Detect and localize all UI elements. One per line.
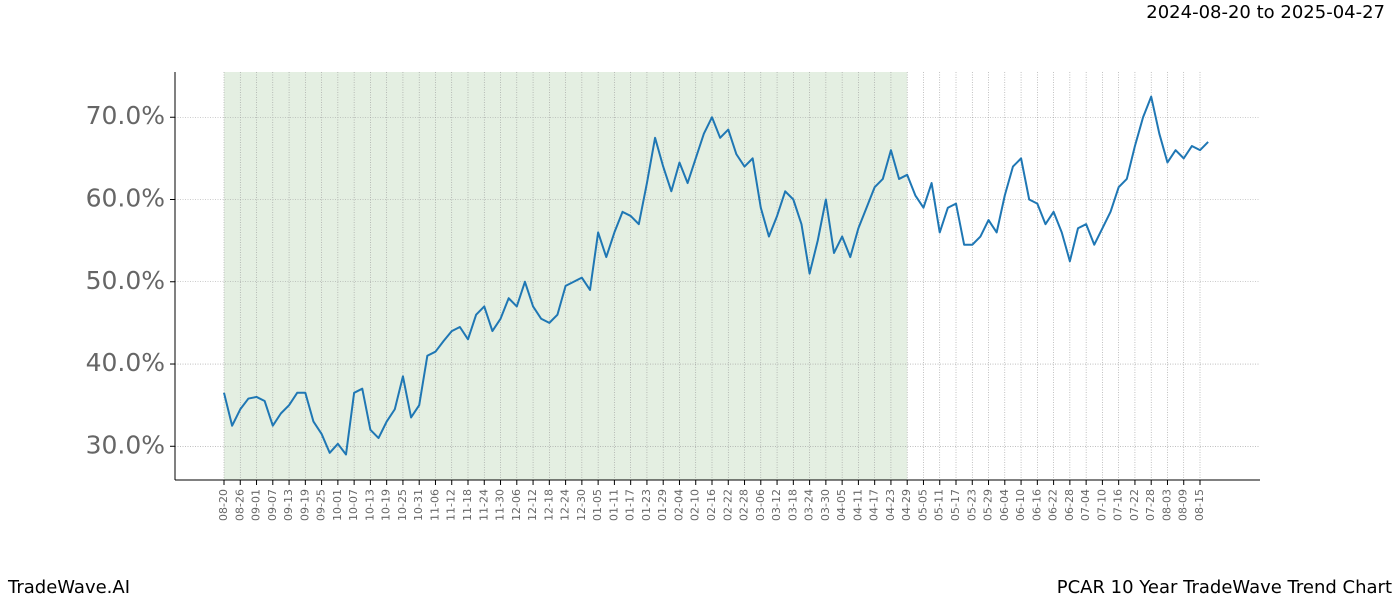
x-tick-label: 05-23 (965, 489, 978, 521)
x-tick-label: 08-09 (1177, 489, 1190, 521)
x-tick-label: 11-06 (428, 489, 441, 521)
x-tick-label: 05-11 (933, 489, 946, 521)
x-tick-label: 01-23 (640, 489, 653, 521)
x-tick-label: 01-05 (591, 489, 604, 521)
x-tick-label: 09-07 (266, 489, 279, 521)
trend-line (223, 95, 1209, 456)
x-tick-label: 07-28 (1144, 489, 1157, 521)
x-tick-label: 07-10 (1095, 489, 1108, 521)
x-tick-label: 02-16 (705, 489, 718, 521)
x-tick-label: 11-12 (445, 489, 458, 521)
x-tick-label: 08-20 (217, 489, 230, 521)
shaded-region (224, 72, 908, 480)
x-tick-label: 10-31 (412, 489, 425, 521)
date-range: 2024-08-20 to 2025-04-27 (1146, 2, 1385, 23)
x-tick-label: 03-24 (803, 489, 816, 521)
y-tick-label: 40.0% (86, 348, 165, 377)
x-tick-label: 11-30 (494, 489, 507, 521)
x-tick-label: 07-04 (1079, 489, 1092, 521)
x-tick-label: 06-10 (1014, 489, 1027, 521)
x-tick-label: 10-13 (363, 489, 376, 521)
x-tick-label: 07-16 (1112, 489, 1125, 521)
x-tick-label: 02-10 (689, 489, 702, 521)
x-tick-label: 06-16 (1030, 489, 1043, 521)
x-tick-label: 12-06 (510, 489, 523, 521)
x-tick-label: 05-17 (949, 489, 962, 521)
x-tick-label: 04-11 (851, 489, 864, 521)
x-tick-label: 10-25 (396, 489, 409, 521)
chart-title: PCAR 10 Year TradeWave Trend Chart (1057, 577, 1392, 598)
x-tick-label: 11-24 (477, 489, 490, 521)
x-tick-label: 08-26 (233, 489, 246, 521)
x-tick-label: 01-29 (656, 489, 669, 521)
x-tick-label: 09-25 (315, 489, 328, 521)
x-tick-label: 04-05 (835, 489, 848, 521)
x-tick-label: 06-22 (1047, 489, 1060, 521)
x-tick-label: 02-04 (672, 489, 685, 521)
x-tick-label: 12-18 (542, 489, 555, 521)
x-tick-label: 08-15 (1193, 489, 1206, 521)
x-tick-label: 04-23 (884, 489, 897, 521)
x-tick-label: 04-17 (868, 489, 881, 521)
brand: TradeWave.AI (7, 577, 130, 598)
x-tick-label: 05-05 (916, 489, 929, 521)
x-tick-label: 07-22 (1128, 489, 1141, 521)
x-tick-label: 04-29 (900, 489, 913, 521)
x-tick-label: 09-01 (250, 489, 263, 521)
x-tick-label: 09-13 (282, 489, 295, 521)
y-tick-label: 30.0% (86, 430, 165, 459)
x-tick-label: 03-12 (770, 489, 783, 521)
x-tick-label: 10-01 (331, 489, 344, 521)
x-tick-label: 02-28 (738, 489, 751, 521)
x-tick-label: 12-24 (559, 489, 572, 521)
x-tick-label: 03-18 (786, 489, 799, 521)
x-tick-label: 12-30 (575, 489, 588, 521)
x-tick-label: 05-29 (982, 489, 995, 521)
y-tick-label: 70.0% (86, 101, 165, 130)
y-tick-label: 50.0% (86, 266, 165, 295)
x-tick-label: 10-19 (380, 489, 393, 521)
x-tick-label: 02-22 (721, 489, 734, 521)
x-tick-label: 11-18 (461, 489, 474, 521)
x-tick-label: 01-17 (624, 489, 637, 521)
x-tick-label: 08-03 (1160, 489, 1173, 521)
x-tick-label: 06-04 (998, 489, 1011, 521)
x-tick-label: 06-28 (1063, 489, 1076, 521)
x-tick-label: 10-07 (347, 489, 360, 521)
x-tick-label: 09-19 (298, 489, 311, 521)
y-tick-label: 60.0% (86, 184, 165, 213)
x-tick-label: 12-12 (526, 489, 539, 521)
x-tick-label: 03-06 (754, 489, 767, 521)
x-tick-label: 01-11 (607, 489, 620, 521)
x-tick-label: 03-30 (819, 489, 832, 521)
